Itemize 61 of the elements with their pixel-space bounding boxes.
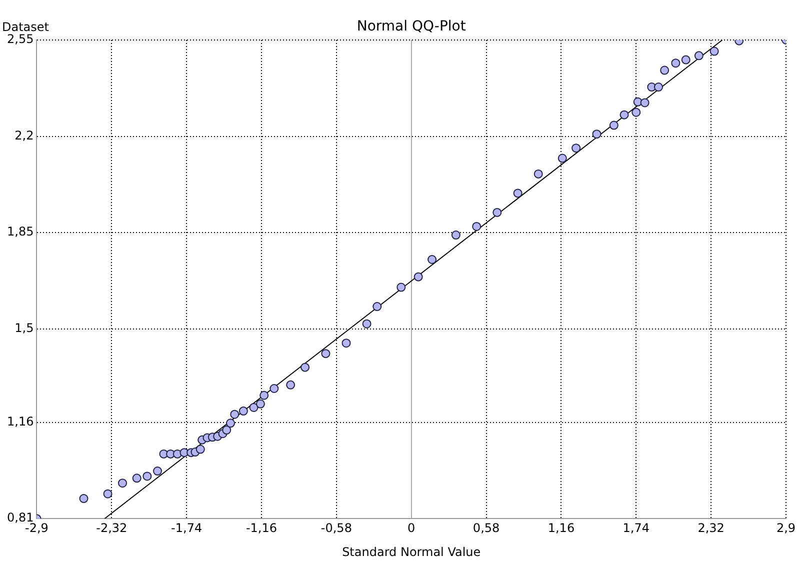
x-tick-label: -1,16 <box>246 520 278 535</box>
point <box>118 478 127 488</box>
x-tick-label: 0 <box>408 520 416 535</box>
point <box>260 390 269 400</box>
x-tick-label: 1,74 <box>622 520 650 535</box>
y-tick-label: 1,5 <box>14 320 34 335</box>
point <box>428 254 437 264</box>
point <box>592 130 602 139</box>
point <box>222 426 232 435</box>
chart-title: Normal QQ-Plot <box>356 18 466 35</box>
y-tick-label: 1,16 <box>7 414 34 428</box>
x-tick-label: -2,9 <box>25 520 48 535</box>
x-axis-title: Standard Normal Value <box>342 545 481 560</box>
point <box>640 98 650 108</box>
point <box>286 380 296 390</box>
point <box>609 120 618 130</box>
point <box>513 188 522 198</box>
point <box>372 302 382 312</box>
point <box>249 402 258 412</box>
point <box>132 474 142 483</box>
x-tick-label: 1,16 <box>548 520 575 535</box>
point <box>342 338 351 348</box>
point <box>710 46 719 56</box>
point <box>238 406 248 416</box>
point <box>654 82 663 92</box>
point <box>671 58 680 68</box>
y-tick-label: 1,85 <box>7 224 34 239</box>
x-tick-label: -0,58 <box>320 520 352 535</box>
point <box>79 494 88 504</box>
point <box>362 319 372 328</box>
point <box>414 272 423 282</box>
point <box>472 222 482 231</box>
x-tick-label: -2,32 <box>96 520 128 535</box>
point <box>534 169 543 178</box>
point <box>300 362 310 372</box>
point <box>196 444 205 454</box>
y-tick-label: 2,55 <box>7 32 34 46</box>
point <box>681 55 690 64</box>
point <box>142 472 152 481</box>
point <box>572 144 581 153</box>
point <box>451 230 460 240</box>
point <box>558 154 567 163</box>
point <box>632 108 641 117</box>
x-tick-label: 0,58 <box>472 520 500 535</box>
point <box>660 66 670 75</box>
point <box>230 410 240 419</box>
point <box>256 399 265 408</box>
point <box>103 489 112 498</box>
y-axis-title: Dataset <box>2 20 50 34</box>
x-tick-label: 2,32 <box>698 520 724 535</box>
point <box>226 418 235 428</box>
point <box>321 349 330 358</box>
point <box>270 384 279 393</box>
point <box>396 282 406 292</box>
point <box>492 208 502 217</box>
x-tick-label: 2,9 <box>776 520 796 535</box>
y-tick-label: 2,2 <box>14 128 34 142</box>
point <box>153 466 162 476</box>
point <box>694 51 704 60</box>
x-tick-label: -1,74 <box>171 520 202 535</box>
point <box>620 110 629 120</box>
